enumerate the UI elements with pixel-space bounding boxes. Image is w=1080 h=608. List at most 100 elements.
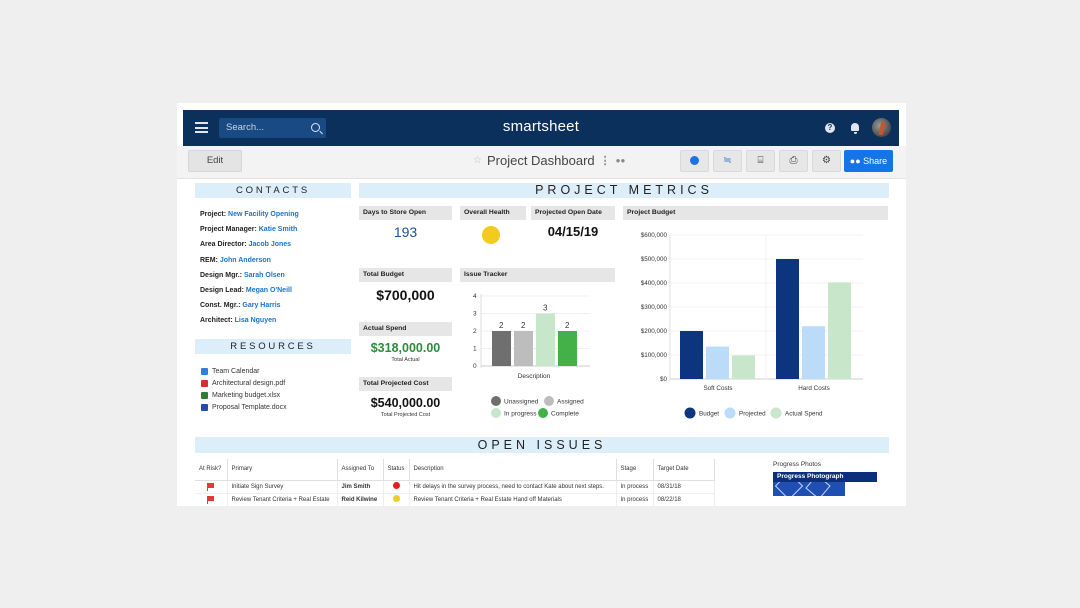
- search-placeholder: Search...: [226, 122, 265, 133]
- contact-label: Design Mgr.:: [200, 271, 243, 279]
- resource-item[interactable]: Proposal Template.docx: [201, 401, 287, 413]
- status-cell[interactable]: [383, 493, 410, 506]
- svg-text:Unassigned: Unassigned: [504, 399, 539, 406]
- contact-row: REM: John Anderson: [200, 257, 299, 272]
- svg-text:2: 2: [521, 321, 526, 330]
- open-issues-header: OPEN ISSUES: [195, 437, 889, 453]
- projected-open-value: 04/15/19: [547, 224, 599, 239]
- shared-users-icon[interactable]: ●●: [615, 156, 626, 165]
- user-avatar[interactable]: [872, 118, 891, 137]
- link-icon: [201, 368, 208, 376]
- svg-text:Projected: Projected: [739, 411, 766, 418]
- search-input[interactable]: Search...: [219, 118, 326, 138]
- resource-name: Marketing budget.xlsx: [212, 391, 281, 399]
- issue-tracker-label: Issue Tracker: [460, 268, 615, 282]
- edit-button[interactable]: Edit: [188, 150, 242, 172]
- notifications-bell-icon[interactable]: [850, 122, 860, 134]
- contact-link[interactable]: Gary Harris: [242, 302, 281, 310]
- contact-link[interactable]: Jacob Jones: [248, 241, 292, 249]
- settings-button[interactable]: ⚙: [812, 150, 841, 172]
- target-date-cell[interactable]: 08/22/18: [653, 493, 715, 506]
- health-status-indicator: [482, 226, 500, 244]
- contact-link[interactable]: Lisa Nguyen: [234, 317, 277, 325]
- publish-button[interactable]: [680, 150, 709, 172]
- contact-label: Project Manager:: [200, 226, 257, 234]
- share-button[interactable]: ●● Share: [844, 150, 893, 172]
- primary-cell[interactable]: Review Tenant Criteria + Real Estate: [227, 493, 338, 506]
- progress-photo-image[interactable]: [773, 482, 845, 496]
- favorite-star-icon[interactable]: ☆: [473, 155, 482, 166]
- contact-link[interactable]: New Facility Opening: [228, 211, 299, 218]
- col-status[interactable]: Status: [383, 459, 410, 481]
- col-assigned-to[interactable]: Assigned To: [337, 459, 384, 481]
- svg-text:Budget: Budget: [699, 411, 719, 418]
- table-row[interactable]: Review Tenant Criteria + Real Estate Rei…: [195, 493, 715, 506]
- presentation-button[interactable]: ⌸: [746, 150, 775, 172]
- resource-name: Architectural design.pdf: [212, 380, 286, 388]
- col-primary[interactable]: Primary: [227, 459, 338, 481]
- contact-link[interactable]: Megan O'Neill: [245, 286, 292, 294]
- contact-link[interactable]: Sarah Olsen: [243, 271, 285, 279]
- stage-cell[interactable]: In process: [616, 493, 654, 506]
- assigned-cell[interactable]: Jim Smith: [337, 480, 384, 494]
- svg-text:1: 1: [473, 346, 477, 353]
- progress-photos-title: Progress Photos: [773, 461, 822, 468]
- resource-name: Team Calendar: [212, 368, 260, 376]
- at-risk-cell[interactable]: [195, 493, 228, 506]
- resources-list: Team Calendar Architectural design.pdf M…: [201, 366, 287, 413]
- dashboard-toolbar: Edit ☆ Project Dashboard ⋮ ●● ≒ ⌸ ⎙ ⚙ ●●…: [177, 146, 906, 179]
- stage-cell[interactable]: In process: [616, 480, 654, 494]
- word-icon: [201, 403, 208, 411]
- help-icon[interactable]: ?: [825, 123, 835, 133]
- col-stage[interactable]: Stage: [616, 459, 654, 481]
- svg-text:$0: $0: [660, 376, 668, 383]
- svg-text:Complete: Complete: [551, 411, 579, 418]
- status-cell[interactable]: [383, 480, 410, 494]
- contact-row: Const. Mgr.: Gary Harris: [200, 302, 299, 317]
- target-date-cell[interactable]: 08/31/18: [653, 480, 715, 494]
- project-metrics-header: PROJECT METRICS: [359, 183, 889, 198]
- hamburger-menu-icon[interactable]: [195, 122, 208, 133]
- col-at-risk[interactable]: At Risk?: [195, 459, 228, 481]
- resource-item[interactable]: Architectural design.pdf: [201, 378, 287, 390]
- activity-log-button[interactable]: ≒: [713, 150, 742, 172]
- assigned-cell[interactable]: Reid Kilwine: [337, 493, 384, 506]
- svg-text:Hard Costs: Hard Costs: [798, 385, 830, 392]
- progress-photograph-bar: Progress Photograph: [773, 472, 877, 482]
- contact-link[interactable]: Katie Smith: [258, 226, 298, 234]
- svg-text:3: 3: [473, 311, 477, 318]
- contact-label: Design Lead:: [200, 286, 244, 294]
- more-options-icon[interactable]: ⋮: [599, 155, 611, 167]
- presentation-icon: ⌸: [757, 155, 764, 166]
- svg-text:$400,000: $400,000: [641, 280, 668, 287]
- primary-cell[interactable]: Initiate Sign Survey: [227, 480, 338, 494]
- issue-tracker-chart: 4 3 2 1 0 2 2 3 2 Description Unassigned Assig…: [473, 293, 590, 418]
- print-button[interactable]: ⎙: [779, 150, 808, 172]
- description-cell[interactable]: Review Tenant Criteria + Real Estate Han…: [409, 493, 617, 506]
- col-target-date[interactable]: Target Date: [653, 459, 715, 481]
- dashboard-title: Project Dashboard: [486, 153, 595, 168]
- contact-label: REM:: [200, 256, 218, 264]
- svg-text:Soft Costs: Soft Costs: [703, 385, 732, 392]
- contact-label: Architect:: [200, 317, 233, 325]
- svg-text:2: 2: [565, 321, 570, 330]
- days-to-open-value: 193: [393, 224, 418, 240]
- contacts-header: CONTACTS: [195, 183, 351, 198]
- contact-row: Project Manager: Katie Smith: [200, 226, 299, 241]
- svg-text:Description: Description: [518, 373, 551, 380]
- contact-label: Area Director:: [200, 241, 247, 249]
- description-cell[interactable]: Hit delays in the survey process, need t…: [409, 480, 617, 494]
- search-icon[interactable]: [311, 123, 320, 132]
- resource-name: Proposal Template.docx: [212, 403, 287, 411]
- table-header-row: At Risk? Primary Assigned To Status Desc…: [195, 459, 715, 481]
- contact-link[interactable]: John Anderson: [219, 256, 271, 264]
- projected-cost-value: $540,000.00: [370, 396, 441, 410]
- svg-text:$200,000: $200,000: [641, 328, 668, 335]
- resource-item[interactable]: Marketing budget.xlsx: [201, 390, 287, 402]
- resource-item[interactable]: Team Calendar: [201, 366, 287, 378]
- at-risk-cell[interactable]: [195, 480, 228, 494]
- svg-text:$600,000: $600,000: [641, 232, 668, 239]
- table-row[interactable]: Initiate Sign Survey Jim Smith Hit delay…: [195, 480, 715, 494]
- col-description[interactable]: Description: [409, 459, 617, 481]
- flag-icon: [206, 483, 214, 491]
